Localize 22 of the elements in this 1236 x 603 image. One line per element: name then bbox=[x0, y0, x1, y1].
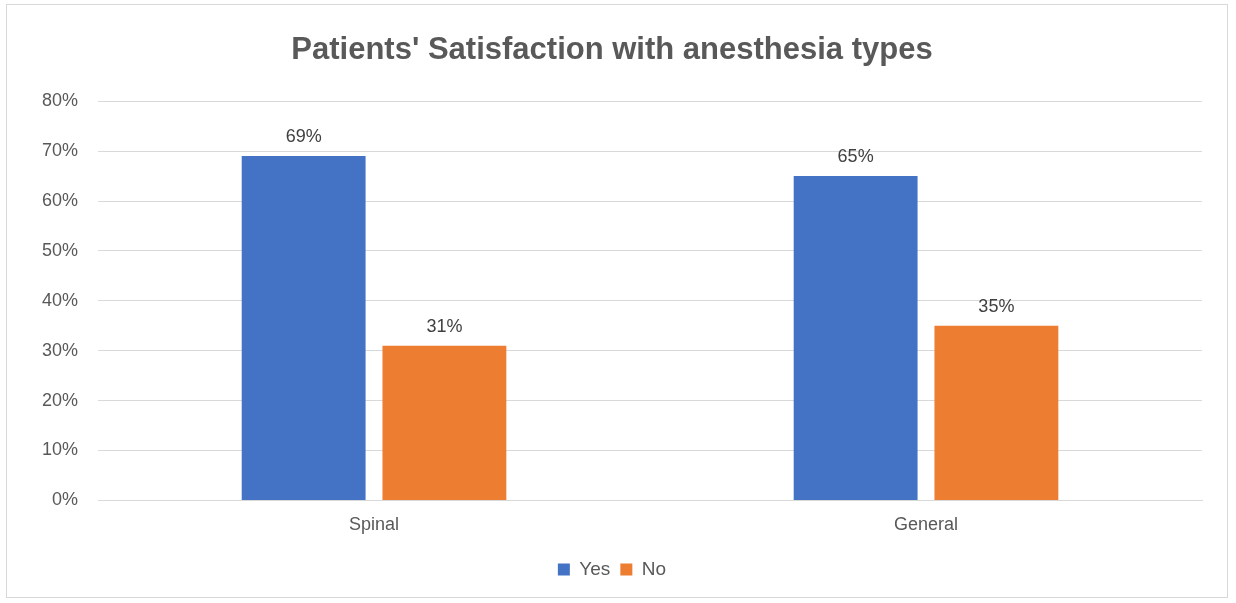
y-tick-label: 60% bbox=[42, 189, 79, 210]
y-tick-label: 0% bbox=[52, 489, 79, 510]
bar bbox=[934, 325, 1059, 500]
bar bbox=[793, 176, 918, 500]
y-tick-label: 20% bbox=[42, 389, 79, 410]
y-tick-label: 30% bbox=[42, 339, 79, 360]
data-label: 35% bbox=[978, 295, 1015, 316]
y-tick-label: 50% bbox=[42, 239, 79, 260]
bar bbox=[241, 156, 366, 500]
y-tick-label: 80% bbox=[42, 90, 79, 111]
y-tick-label: 70% bbox=[42, 140, 79, 161]
chart-title: Patients' Satisfaction with anesthesia types bbox=[291, 31, 933, 67]
y-tick-label: 40% bbox=[42, 289, 79, 310]
legend-label: Yes bbox=[579, 557, 611, 579]
y-tick-label: 10% bbox=[42, 439, 79, 460]
x-tick-label: General bbox=[893, 514, 959, 535]
data-label: 31% bbox=[426, 315, 463, 336]
legend-label: No bbox=[641, 557, 667, 579]
data-label: 69% bbox=[285, 126, 322, 147]
x-tick-label: Spinal bbox=[349, 514, 400, 535]
bar bbox=[382, 345, 507, 500]
data-label: 65% bbox=[837, 146, 874, 167]
